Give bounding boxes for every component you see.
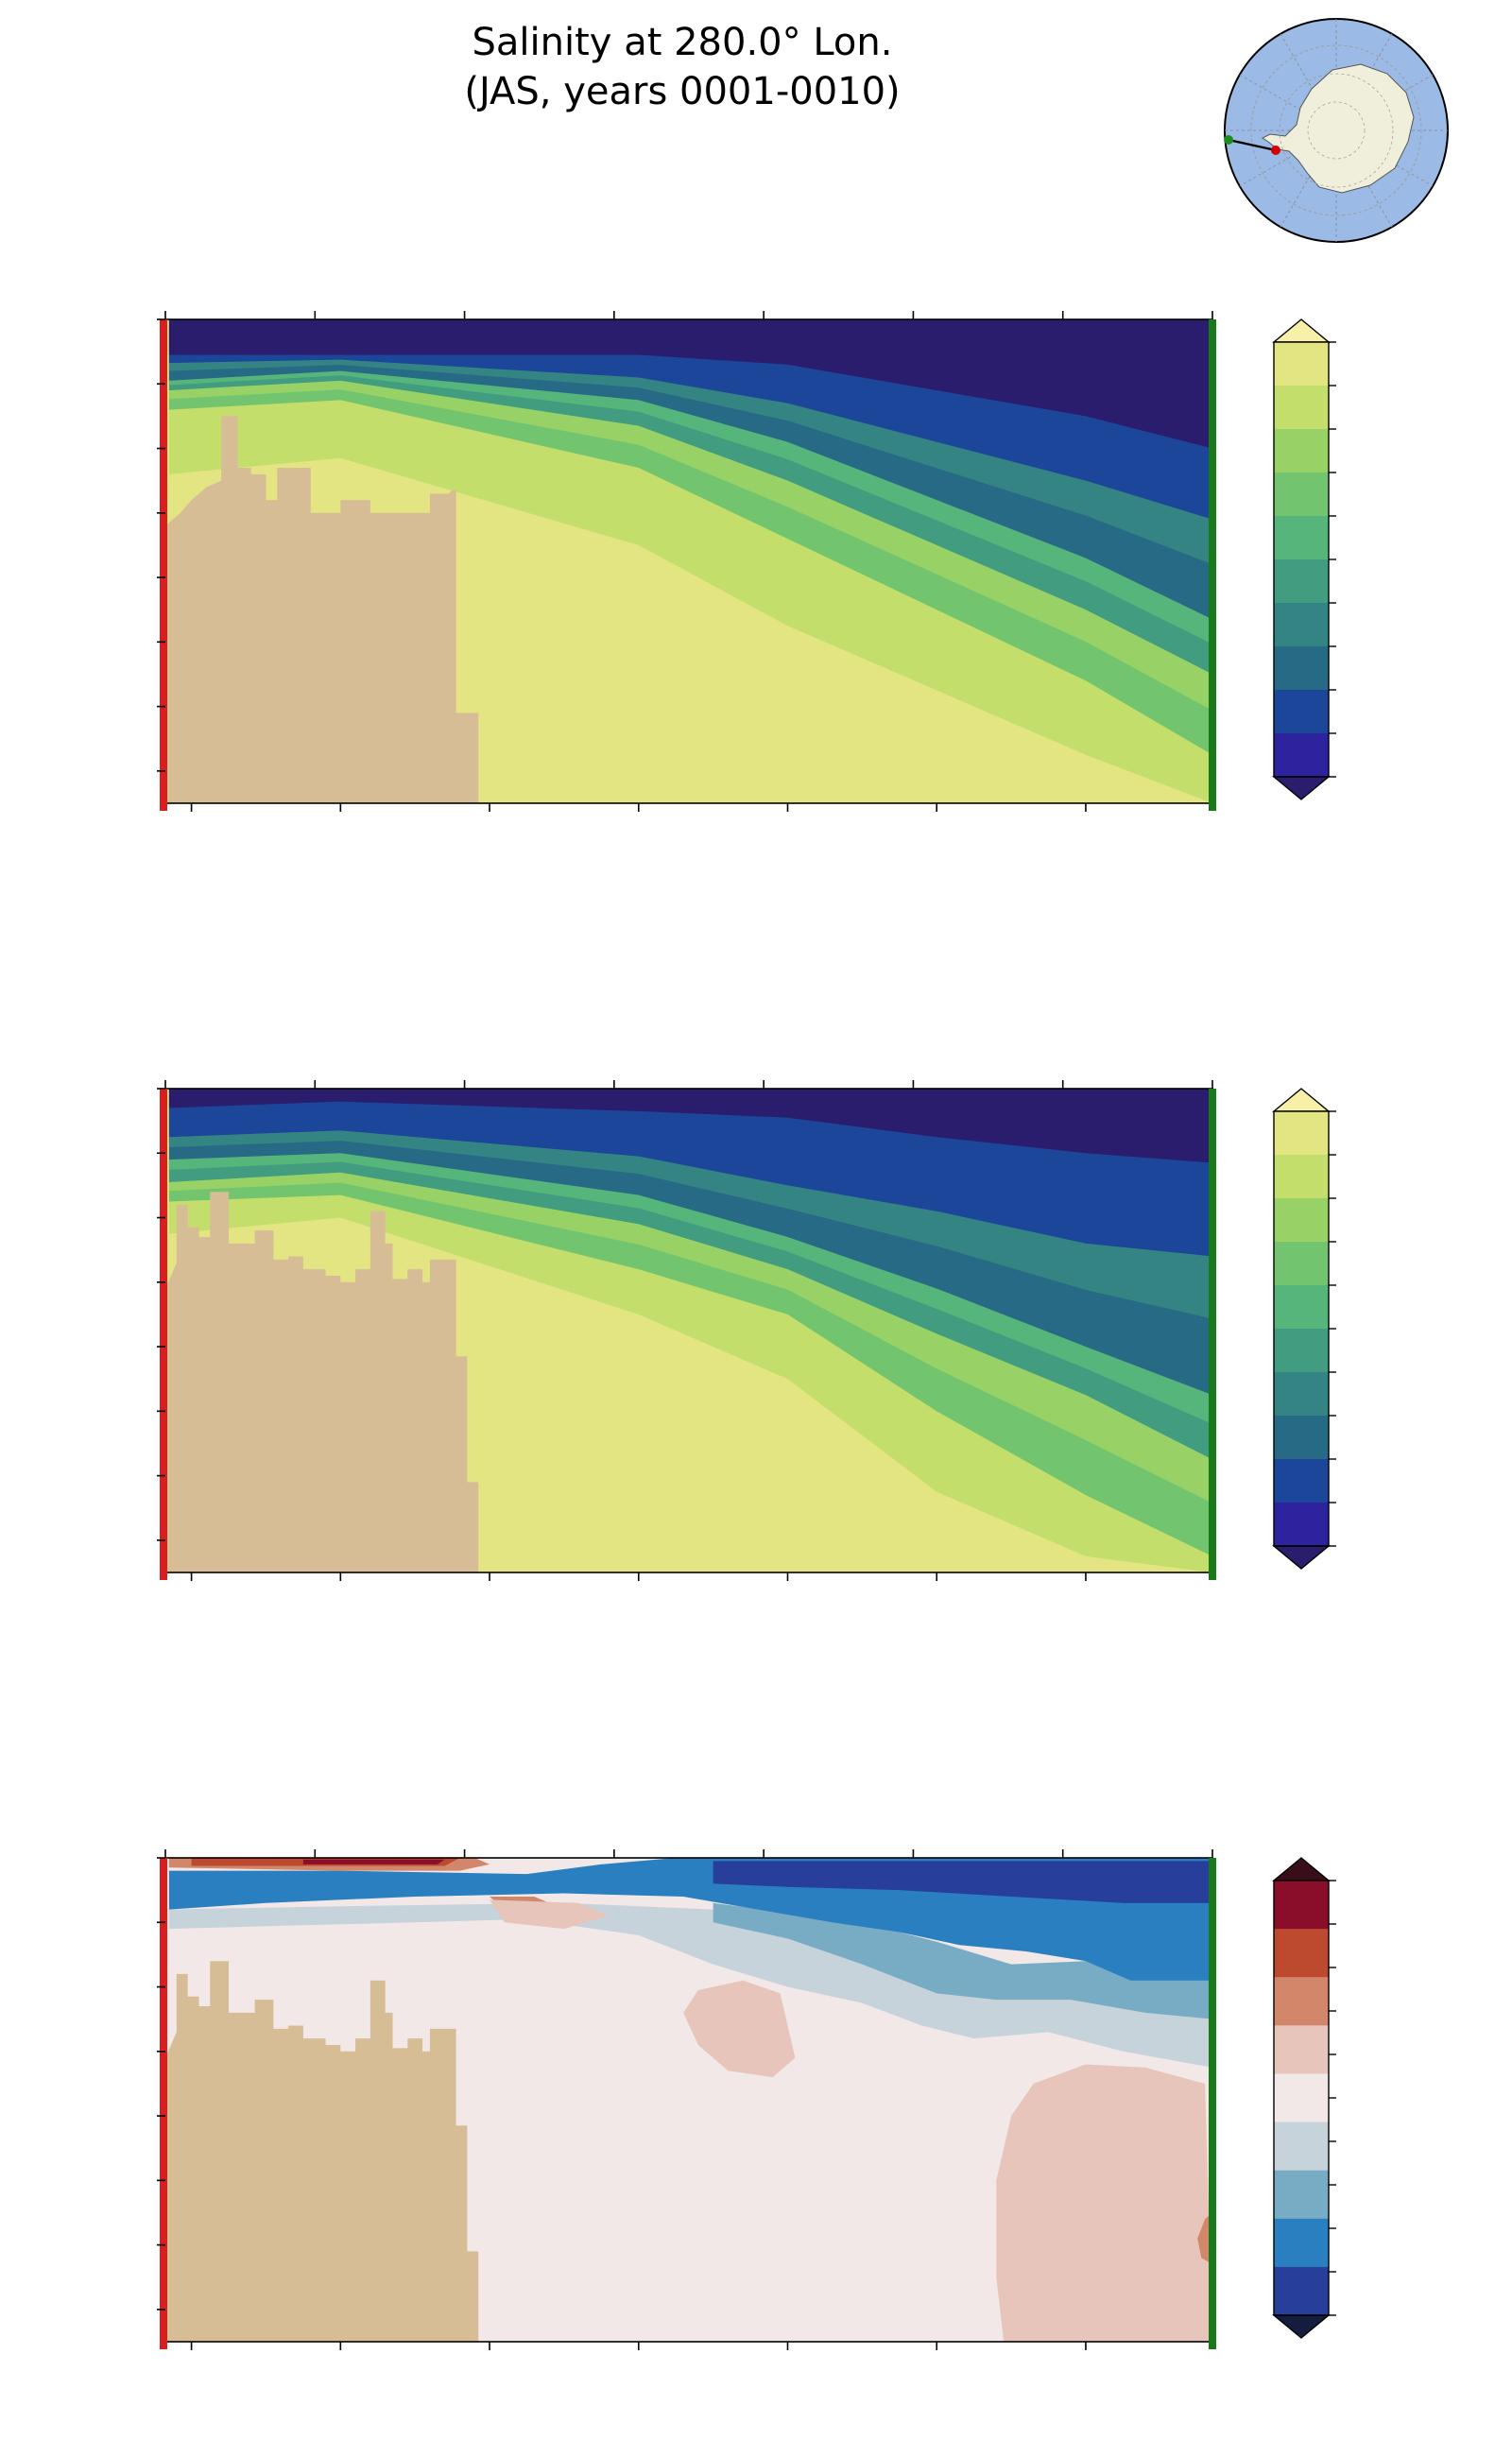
colorbar-segment xyxy=(1274,1459,1329,1503)
band-between-34.50-34.30 xyxy=(168,1130,1212,1319)
colorbar-over-extend xyxy=(1272,1088,1331,1112)
plot-area xyxy=(165,319,1212,803)
map-start-marker xyxy=(1271,146,1280,155)
colorbar-segment xyxy=(1274,1881,1329,1930)
map-graticule-over xyxy=(1307,101,1366,160)
colorbar-over-extend xyxy=(1272,1857,1331,1881)
band-above-34.10 xyxy=(168,1089,1212,1163)
colorbar-segment xyxy=(1274,603,1329,647)
colorbar-segment xyxy=(1274,1198,1329,1243)
plot-area xyxy=(165,1089,1212,1572)
panel-1 xyxy=(157,311,1336,812)
map-graticule-over xyxy=(1250,44,1422,216)
band-between-34.50-34.30 xyxy=(168,359,1212,565)
colorbar-salinity xyxy=(1272,318,1336,800)
diff-patch-pink-3 xyxy=(996,2064,1212,2342)
colorbar-segment xyxy=(1274,472,1329,517)
colorbar-segment xyxy=(1274,2170,1329,2220)
colorbar-segment xyxy=(1274,559,1329,604)
colorbar-salinity xyxy=(1272,1088,1336,1570)
diff-band-dark-blue xyxy=(713,1861,1212,1903)
colorbar-over-extend xyxy=(1272,318,1331,343)
colorbar-segment xyxy=(1274,1503,1329,1547)
colorbar-segment xyxy=(1274,1977,1329,2026)
diff-band-light-blue xyxy=(168,1902,1212,2068)
diff-patch-pink-2 xyxy=(683,1980,796,2078)
section-start-line xyxy=(160,1089,167,1580)
figure-title-line1: Salinity at 280.0° Lon. xyxy=(472,21,893,64)
section-end-line xyxy=(1209,1858,1216,2349)
colorbar-segment xyxy=(1274,690,1329,734)
figure-title-line2: (JAS, years 0001-0010) xyxy=(464,70,900,113)
colorbar-segment xyxy=(1274,2122,1329,2172)
diff-band-surface-darkred xyxy=(302,1859,445,1864)
colorbar-segment xyxy=(1274,2073,1329,2123)
section-end-line xyxy=(1209,319,1216,811)
map-graticule-over xyxy=(1279,73,1394,188)
colorbar-segment xyxy=(1274,1242,1329,1286)
band-between-34.60-34.50 xyxy=(168,370,1212,644)
diff-band-mid-blue xyxy=(713,1902,1212,2019)
antarctica-polar-map-icon xyxy=(1224,18,1449,243)
colorbar-segment xyxy=(1274,1285,1329,1330)
colorbar-segment xyxy=(1274,733,1329,778)
panel-2 xyxy=(157,1080,1336,1581)
colorbar-segment xyxy=(1274,1929,1329,1978)
section-start-line xyxy=(160,319,167,811)
colorbar-segment xyxy=(1274,1372,1329,1417)
colorbar-segment xyxy=(1274,516,1329,560)
colorbar-difference xyxy=(1272,1857,1336,2339)
colorbar-segment xyxy=(1274,2025,1329,2074)
colorbar-segment xyxy=(1274,1155,1329,1199)
colorbar-segment xyxy=(1274,1416,1329,1460)
colorbar-segment xyxy=(1274,429,1329,473)
bathymetry xyxy=(165,1192,479,1572)
map-end-marker xyxy=(1224,135,1233,145)
bathymetry xyxy=(165,416,479,803)
map-transect-line xyxy=(1228,138,1277,152)
bathymetry xyxy=(165,1961,479,2342)
panel-3 xyxy=(157,1849,1336,2350)
band-between-34.68-34.60 xyxy=(168,380,1212,711)
section-end-line xyxy=(1209,1089,1216,1580)
colorbar-under-extend xyxy=(1272,1545,1331,1570)
plot-area xyxy=(165,1858,1212,2342)
colorbar-segment xyxy=(1274,1111,1329,1156)
colorbar-segment xyxy=(1274,646,1329,691)
diff-patch-pink-1 xyxy=(490,1899,610,1930)
colorbar-segment xyxy=(1274,2266,1329,2316)
colorbar-segment xyxy=(1274,342,1329,387)
band-above-34.10 xyxy=(168,319,1212,449)
colorbar-under-extend xyxy=(1272,2314,1331,2339)
colorbar-segment xyxy=(1274,2218,1329,2268)
map-land xyxy=(1262,63,1415,194)
colorbar-segment xyxy=(1274,386,1329,430)
section-start-line xyxy=(160,1858,167,2349)
colorbar-under-extend xyxy=(1272,776,1331,800)
colorbar-segment xyxy=(1274,1329,1329,1373)
